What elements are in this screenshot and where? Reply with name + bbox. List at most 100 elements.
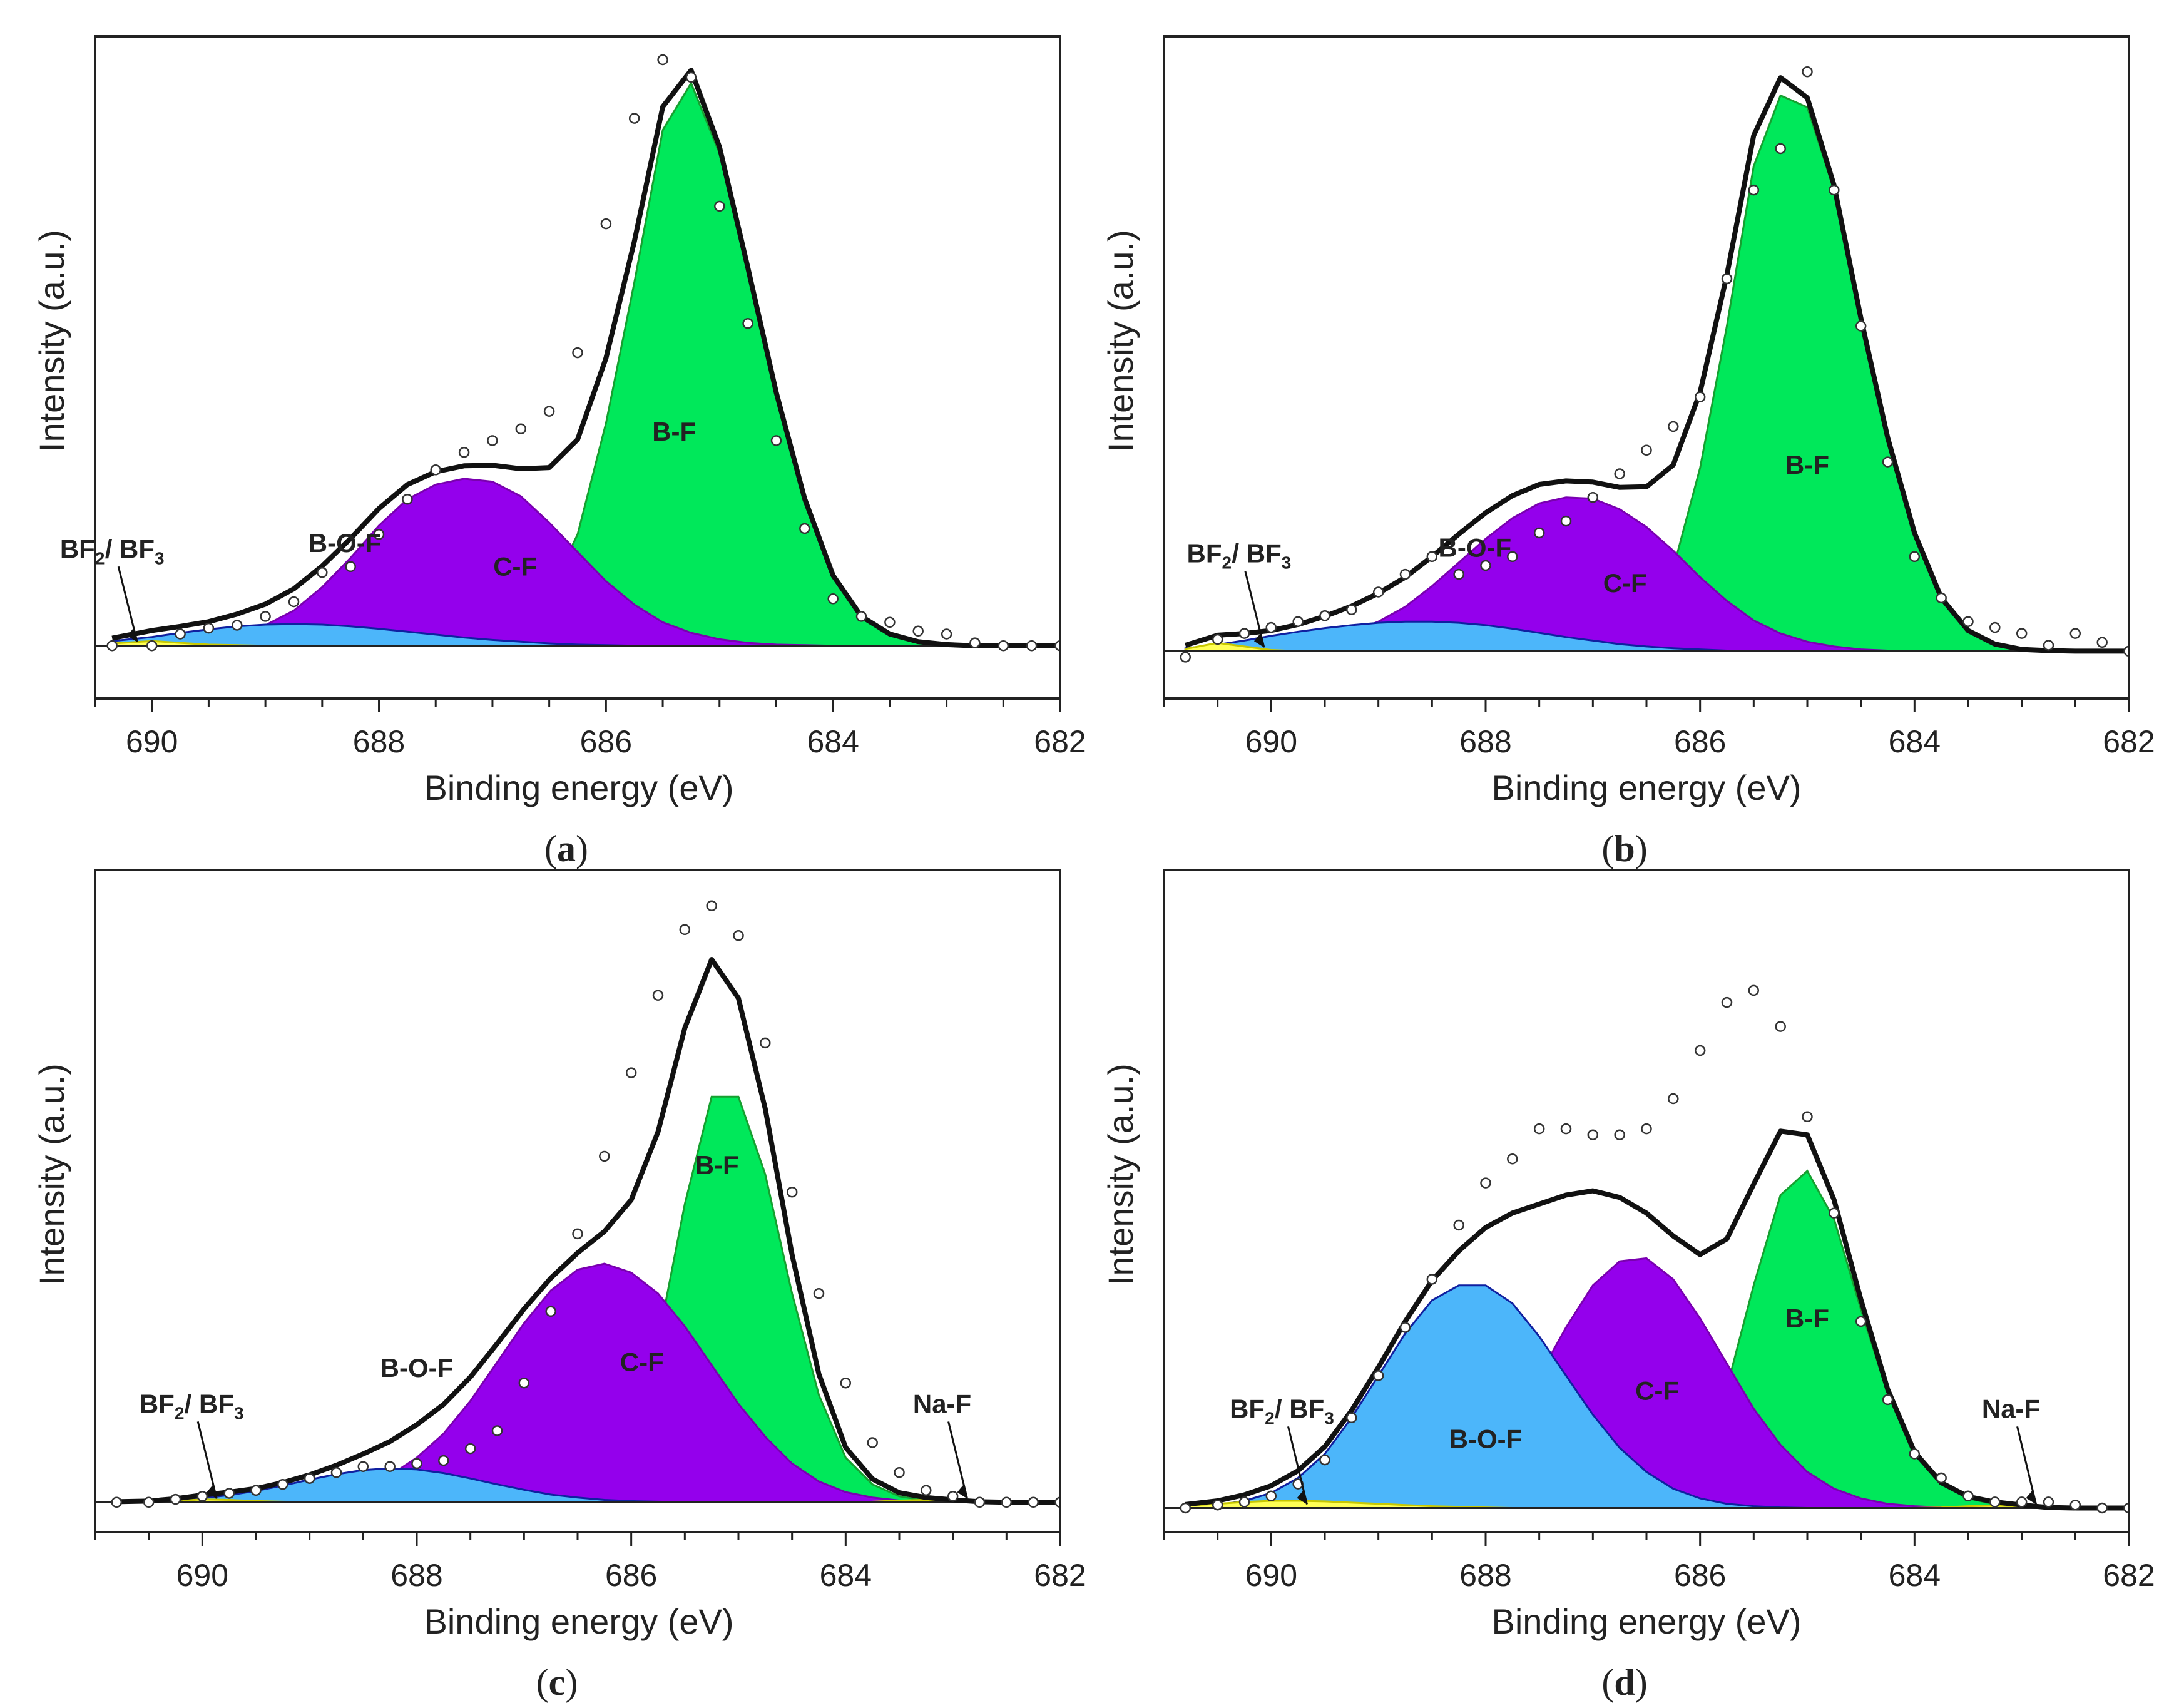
data-point	[572, 347, 583, 359]
data-point	[373, 529, 385, 540]
data-point	[813, 1287, 825, 1299]
data-point	[1212, 633, 1223, 645]
data-point	[411, 1458, 422, 1470]
data-point	[543, 406, 555, 417]
data-point	[1802, 1111, 1813, 1123]
data-point	[974, 1496, 986, 1508]
data-point	[1292, 616, 1304, 627]
annotation-na-f: Na-F	[913, 1389, 971, 1418]
x-axis: 690 688 686 684 682	[1163, 698, 2155, 759]
data-point	[1426, 1274, 1438, 1285]
data-point	[1962, 616, 1974, 627]
data-point	[770, 435, 782, 446]
data-point	[1989, 1496, 2001, 1508]
data-point	[1453, 568, 1464, 580]
data-point	[799, 523, 810, 534]
data-point	[1426, 551, 1438, 563]
peak-label-b-f: B-F	[1785, 1304, 1829, 1333]
data-point	[223, 1488, 235, 1499]
data-point	[1480, 560, 1491, 571]
data-point	[1319, 610, 1330, 621]
data-point	[1909, 1448, 1921, 1460]
data-point	[1962, 1490, 1974, 1502]
data-point	[685, 71, 697, 83]
data-point	[1372, 586, 1384, 598]
data-point	[2069, 628, 2081, 639]
peak-label-b-o-f: B-O-F	[309, 528, 382, 558]
panel-b: 690 688 686 684 682 Binding energy (eV) Intens…	[1101, 35, 2155, 869]
data-point	[706, 900, 717, 911]
x-tick-label: 682	[1034, 1558, 1086, 1593]
data-point	[1775, 1021, 1786, 1032]
annotation-arrow	[2016, 1426, 2037, 1505]
data-point	[1560, 515, 1572, 527]
data-point	[947, 1491, 959, 1502]
data-point	[1212, 1499, 1223, 1511]
annotation-arrow	[1287, 1426, 1308, 1505]
x-axis-label: Binding energy (eV)	[1492, 1602, 1802, 1641]
data-point	[1721, 273, 1733, 285]
data-point	[625, 1067, 637, 1078]
data-point	[1346, 1412, 1357, 1424]
data-point	[1721, 996, 1733, 1008]
data-point	[1989, 621, 2001, 633]
data-point	[260, 611, 271, 622]
data-point	[679, 924, 691, 936]
data-point	[912, 625, 924, 637]
x-axis: 690 688 686 684 682	[94, 698, 1086, 759]
data-point	[250, 1485, 262, 1496]
data-point	[599, 1150, 610, 1162]
panel-label: (a)	[544, 828, 588, 869]
data-point	[545, 1306, 556, 1317]
x-tick-label: 686	[1674, 1558, 1726, 1593]
axes-frame	[94, 35, 1061, 700]
plot-area	[1164, 984, 2129, 1514]
data-point	[330, 1466, 342, 1478]
plot-area	[95, 900, 1060, 1508]
data-point	[2096, 1502, 2108, 1514]
annotation-bf: BF2 / BF3	[1187, 539, 1292, 573]
data-point	[1319, 1454, 1330, 1466]
data-point	[969, 637, 981, 648]
arrow-head	[207, 1485, 217, 1499]
peak-label-c-f: C-F	[493, 551, 537, 581]
data-point	[518, 1377, 530, 1389]
data-point	[1346, 604, 1357, 616]
data-point	[1936, 1472, 1947, 1484]
data-point	[288, 596, 300, 608]
panel-a: 690 688 686 684 682 Binding energy (eV) Intens…	[32, 35, 1086, 869]
data-point	[1180, 1502, 1192, 1514]
data-point	[458, 447, 470, 458]
data-point	[357, 1461, 369, 1472]
arrow-head	[1253, 633, 1264, 648]
data-point	[111, 1496, 123, 1508]
x-tick-label: 688	[1459, 1558, 1511, 1593]
peak-label-c-f: C-F	[1603, 568, 1647, 598]
data-point	[572, 1228, 583, 1240]
data-point	[1480, 1177, 1491, 1189]
panel-c: 690 688 686 684 682 Binding energy (eV) Intens…	[32, 869, 1086, 1703]
panel-label: (c)	[536, 1662, 578, 1703]
x-tick-label: 690	[1245, 724, 1297, 759]
y-axis-label: Intensity (a.u.)	[32, 1063, 71, 1286]
data-point	[2043, 1496, 2054, 1508]
data-point	[1265, 1490, 1277, 1502]
peak-label-b-o-f: B-O-F	[1439, 533, 1512, 562]
y-axis-label: Intensity (a.u.)	[1101, 230, 1140, 452]
data-point	[1507, 551, 1518, 563]
data-point	[1180, 652, 1192, 663]
x-axis-label: Binding energy (eV)	[424, 768, 734, 807]
peak-c-f	[115, 1262, 1060, 1503]
x-tick-label: 690	[1245, 1558, 1297, 1593]
data-point	[1399, 568, 1411, 580]
data-point	[1748, 184, 1760, 196]
peak-label-b-o-f: B-O-F	[380, 1353, 454, 1383]
data-point	[1399, 1322, 1411, 1333]
data-point	[1533, 527, 1545, 539]
x-tick-label: 688	[353, 724, 405, 759]
arrow-head	[1297, 1490, 1307, 1505]
data-point	[1026, 640, 1038, 652]
peak-label-b-f: B-F	[695, 1150, 739, 1180]
data-point	[1587, 492, 1599, 503]
